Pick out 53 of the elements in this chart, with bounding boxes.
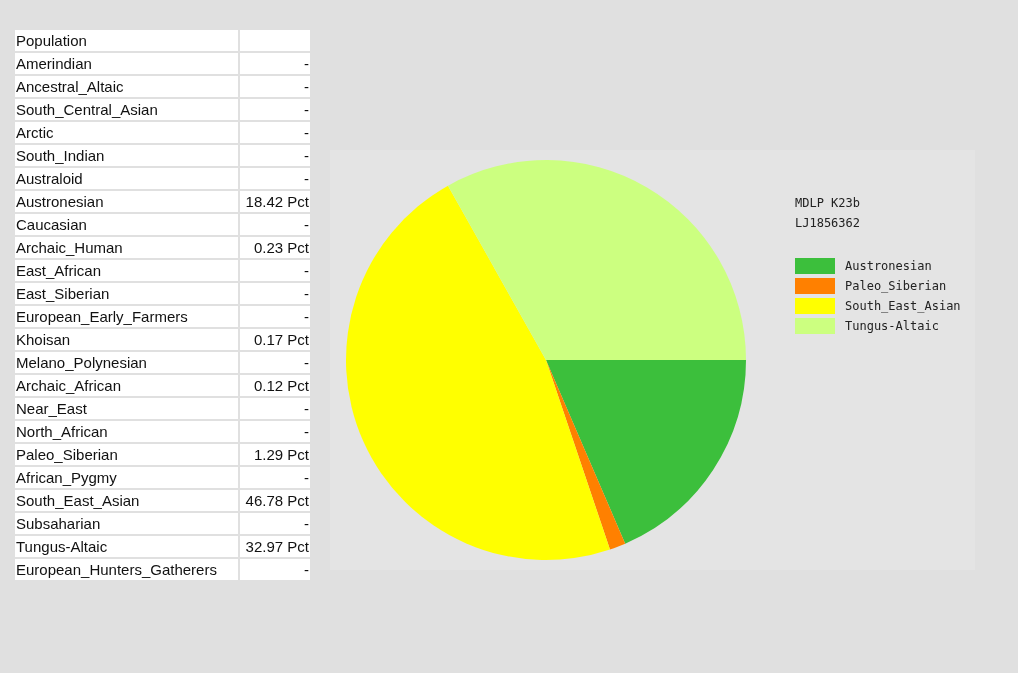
category-label: Caucasian (14, 213, 239, 236)
text: 0.12 Pct (253, 377, 309, 394)
text: - (304, 124, 309, 141)
text: 32.97 Pct (245, 538, 309, 555)
text: - (304, 101, 309, 118)
category-label: Australoid (14, 167, 239, 190)
category-label: East_Siberian (14, 282, 239, 305)
text: - (304, 308, 309, 325)
text: 1.29 Pct (253, 446, 309, 463)
legend-label: Tungus-Altaic (845, 319, 939, 333)
text: 0.23 Pct (253, 239, 309, 256)
category-label: East_African (14, 259, 239, 282)
category-label: Tungus-Altaic (14, 535, 239, 558)
text: - (304, 78, 309, 95)
category-label: European_Early_Farmers (14, 305, 239, 328)
category-label: European_Hunters_Gatherers (14, 558, 239, 581)
text: MDLP K23b (795, 196, 862, 212)
text: 46.78 Pct (245, 492, 309, 509)
category-label: Arctic (14, 121, 239, 144)
text: - (304, 469, 309, 486)
text: 18.42 Pct (245, 193, 309, 210)
category-label: Amerindian (14, 52, 239, 75)
category-label: Khoisan (14, 328, 239, 351)
category-label: Archaic_Human (14, 236, 239, 259)
legend-label: Paleo_Siberian (845, 279, 947, 293)
text: 0.17 Pct (253, 331, 309, 348)
category-label: Paleo_Siberian (14, 443, 239, 466)
text: Population (14, 29, 239, 52)
category-label: Austronesian (14, 190, 239, 213)
text: - (304, 400, 309, 417)
text: - (304, 285, 309, 302)
text: - (304, 147, 309, 164)
category-label: South_Indian (14, 144, 239, 167)
category-label: North_African (14, 420, 239, 443)
text: - (304, 170, 309, 187)
category-label: Near_East (14, 397, 239, 420)
legend-label: Austronesian (845, 259, 932, 273)
category-label: South_East_Asian (14, 489, 239, 512)
category-label: Subsaharian (14, 512, 239, 535)
text: - (304, 262, 309, 279)
text: - (304, 561, 309, 578)
text: - (304, 354, 309, 371)
legend-label: South_East_Asian (845, 299, 961, 313)
category-label: Ancestral_Altaic (14, 75, 239, 98)
text: - (304, 423, 309, 440)
category-label: Archaic_African (14, 374, 239, 397)
category-label: South_Central_Asian (14, 98, 239, 121)
category-label: Melano_Polynesian (14, 351, 239, 374)
text: - (304, 515, 309, 532)
text: LJ1856362 (795, 216, 862, 232)
category-label: African_Pygmy (14, 466, 239, 489)
text: - (304, 216, 309, 233)
text: - (304, 55, 309, 72)
